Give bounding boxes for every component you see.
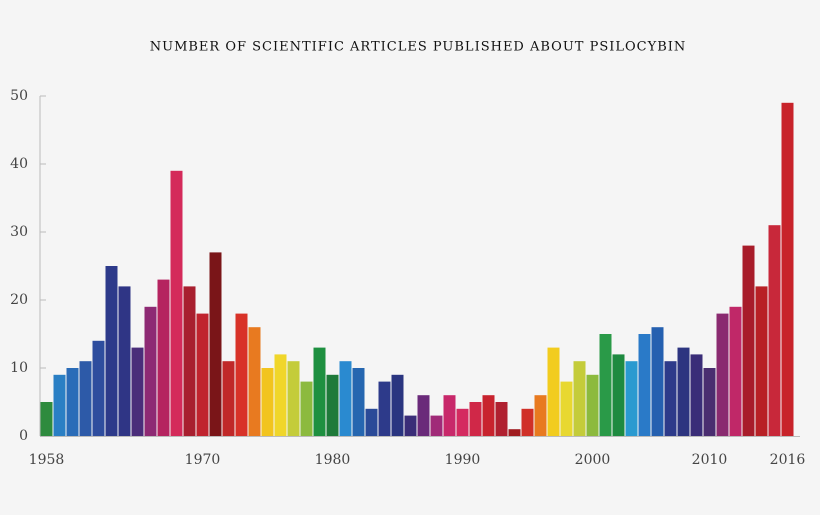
bar — [456, 408, 469, 436]
bar — [586, 374, 599, 436]
bar — [144, 306, 157, 436]
bar — [53, 374, 66, 436]
bar — [443, 395, 456, 436]
bar — [40, 402, 53, 436]
x-tick-label: 1990 — [445, 452, 481, 468]
bar — [170, 170, 183, 437]
bar — [274, 354, 287, 436]
y-tick-label: 40 — [10, 156, 28, 172]
bar — [352, 368, 365, 436]
bar — [66, 368, 79, 436]
x-tick-label: 2000 — [575, 452, 611, 468]
x-tick-label: 2016 — [770, 452, 806, 468]
bar — [326, 374, 339, 436]
bar — [625, 361, 638, 436]
bar — [378, 381, 391, 436]
bar — [235, 313, 248, 436]
bar — [703, 368, 716, 436]
bar — [508, 429, 521, 436]
x-tick-label: 1970 — [185, 452, 221, 468]
bar — [469, 402, 482, 436]
bar — [599, 334, 612, 436]
bar — [118, 286, 131, 436]
bar — [339, 361, 352, 436]
bar — [209, 252, 222, 436]
y-tick-label: 0 — [19, 428, 28, 444]
bar — [391, 374, 404, 436]
x-tick-label: 1980 — [315, 452, 351, 468]
y-tick-label: 50 — [10, 88, 28, 104]
bar — [690, 354, 703, 436]
bar — [365, 408, 378, 436]
bar — [716, 313, 729, 436]
chart-title: NUMBER OF SCIENTIFIC ARTICLES PUBLISHED … — [150, 40, 687, 55]
bar — [183, 286, 196, 436]
bar — [157, 279, 170, 436]
x-tick-label: 2010 — [692, 452, 728, 468]
bar — [521, 408, 534, 436]
bar — [729, 306, 742, 436]
bar — [196, 313, 209, 436]
bar — [651, 327, 664, 436]
bar — [131, 347, 144, 436]
bar — [677, 347, 690, 436]
bar — [105, 266, 118, 436]
bar — [638, 334, 651, 436]
bar — [612, 354, 625, 436]
bar — [261, 368, 274, 436]
bar — [248, 327, 261, 436]
bar — [664, 361, 677, 436]
y-tick-label: 10 — [10, 360, 28, 376]
y-tick-label: 30 — [10, 224, 28, 240]
bar — [404, 415, 417, 436]
bar — [482, 395, 495, 436]
bar — [417, 395, 430, 436]
bar — [430, 415, 443, 436]
y-tick-label: 20 — [10, 292, 28, 308]
bar — [547, 347, 560, 436]
bar — [534, 395, 547, 436]
bar — [222, 361, 235, 436]
bar — [495, 402, 508, 436]
bar — [300, 381, 313, 436]
bar — [287, 361, 300, 436]
bar — [79, 361, 92, 436]
bar — [573, 361, 586, 436]
bar — [560, 381, 573, 436]
bar — [768, 225, 781, 436]
bar — [755, 286, 768, 436]
x-tick-label: 1958 — [29, 452, 65, 468]
bar — [313, 347, 326, 436]
bar — [781, 102, 794, 437]
bar — [92, 340, 105, 436]
bar — [742, 245, 755, 436]
